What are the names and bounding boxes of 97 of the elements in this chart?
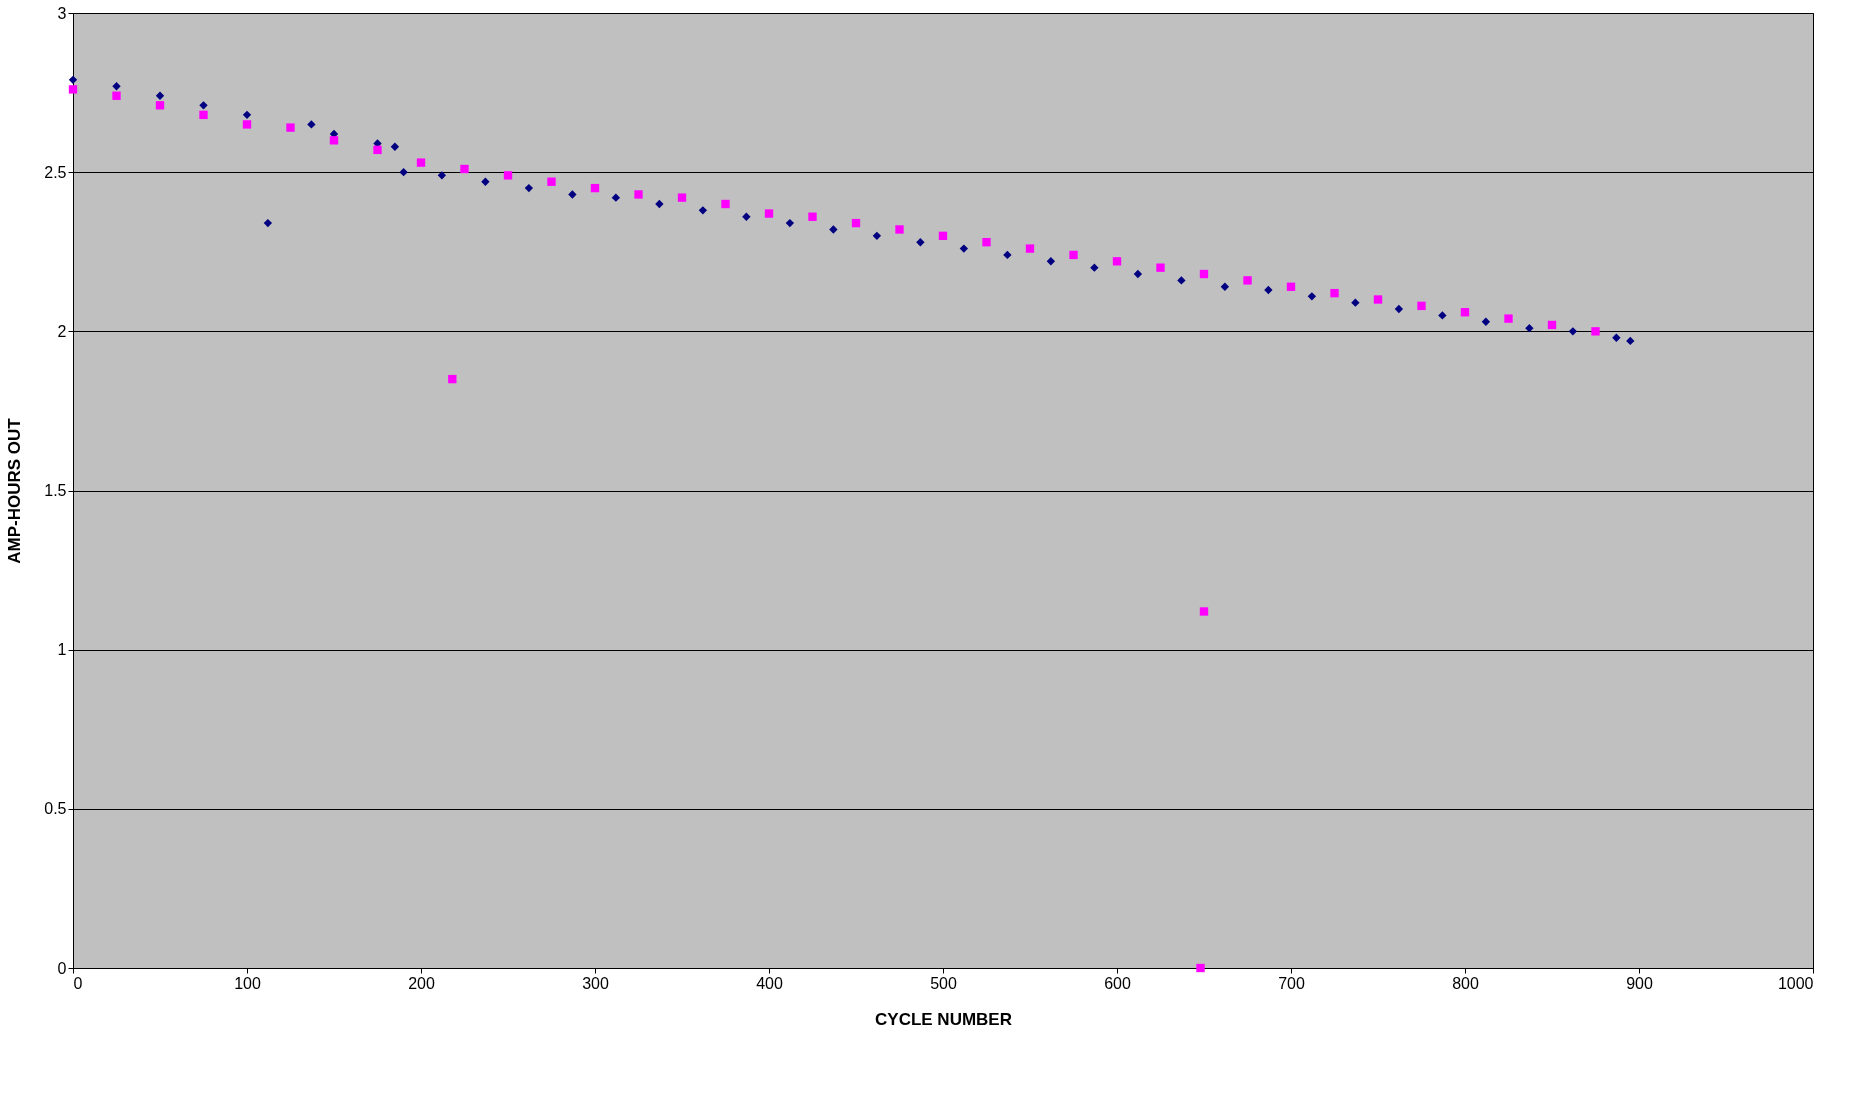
point: [1220, 282, 1230, 291]
y-tick-label: 2.5: [44, 163, 67, 181]
point: [286, 123, 295, 132]
point: [481, 177, 490, 186]
x-tick-label: 200: [408, 974, 435, 992]
point: [503, 171, 513, 180]
point: [1525, 323, 1534, 333]
point: [568, 190, 577, 199]
point: [1199, 607, 1209, 616]
y-tick-label: 2: [57, 322, 67, 340]
point: [307, 120, 316, 129]
y-tick-label: 1: [57, 641, 67, 659]
point: [416, 158, 426, 167]
point: [590, 183, 600, 193]
point: [677, 193, 687, 202]
point: [524, 183, 534, 193]
point: [68, 75, 78, 85]
point: [1264, 285, 1273, 295]
point: [851, 218, 861, 228]
y-tick-label: 0.5: [44, 800, 67, 818]
x-tick-label: 1000: [1777, 974, 1814, 992]
point: [390, 142, 400, 151]
x-tick-label: 700: [1278, 974, 1305, 992]
x-tick-label: 800: [1452, 974, 1479, 992]
point: [655, 199, 664, 209]
point: [460, 164, 469, 174]
x-tick-label: 400: [756, 974, 783, 992]
point: [938, 231, 948, 241]
point: [68, 85, 78, 94]
x-tick-label: 100: [234, 974, 261, 992]
point: [1307, 292, 1317, 301]
point: [742, 212, 751, 221]
x-tick-label: 900: [1626, 974, 1653, 992]
point: [199, 101, 208, 110]
point: [1177, 276, 1186, 285]
point: [112, 82, 121, 91]
point: [1090, 263, 1099, 272]
point: [1547, 320, 1557, 330]
point: [1626, 336, 1635, 346]
x-tick-label: 500: [930, 974, 957, 992]
point: [611, 193, 621, 202]
point: [721, 199, 730, 209]
x-axis-title: CYCLE NUMBER: [875, 1009, 1012, 1029]
x-tick-label: 300: [582, 974, 609, 992]
point: [437, 171, 447, 180]
point: [1243, 276, 1252, 285]
x-tick-label: 0: [73, 974, 83, 992]
point: [895, 225, 904, 234]
point: [1156, 263, 1165, 272]
point: [1286, 282, 1296, 291]
point: [1460, 308, 1470, 317]
point: [329, 136, 339, 145]
point: [448, 374, 457, 384]
point: [1568, 327, 1578, 336]
point: [1394, 304, 1404, 314]
point: [1373, 295, 1383, 304]
x-tick-label: 600: [1104, 974, 1131, 992]
point: [959, 244, 969, 253]
point: [808, 212, 817, 221]
point: [1417, 301, 1426, 311]
point: [1196, 963, 1205, 973]
point: [1481, 317, 1491, 326]
point: [263, 218, 273, 228]
point: [112, 91, 121, 100]
y-tick-label: 0: [57, 959, 67, 977]
point: [698, 206, 708, 215]
point: [1330, 288, 1339, 298]
point: [1504, 314, 1513, 323]
point: [1003, 250, 1012, 260]
point: [764, 209, 774, 218]
point: [1591, 327, 1600, 336]
point: [1133, 269, 1143, 279]
y-axis-title: AMP-HOURS OUT: [5, 417, 25, 564]
point: [155, 91, 165, 100]
point: [199, 110, 208, 120]
point: [1112, 257, 1122, 266]
point: [1069, 250, 1078, 260]
point: [1612, 333, 1621, 342]
point: [872, 231, 882, 241]
point: [1351, 298, 1360, 307]
point: [1046, 257, 1056, 266]
point: [242, 120, 252, 129]
point: [829, 225, 838, 234]
point: [982, 238, 991, 247]
point: [634, 190, 643, 199]
point: [1025, 244, 1035, 253]
point: [242, 110, 252, 120]
point: [1438, 311, 1447, 320]
point: [373, 145, 382, 155]
y-tick-label: 3: [57, 4, 67, 22]
y-tick-label: 1.5: [44, 482, 67, 499]
point: [155, 101, 165, 110]
point: [1199, 269, 1209, 279]
point: [916, 238, 925, 247]
point: [547, 177, 556, 186]
point: [399, 167, 408, 177]
point: [785, 218, 795, 228]
